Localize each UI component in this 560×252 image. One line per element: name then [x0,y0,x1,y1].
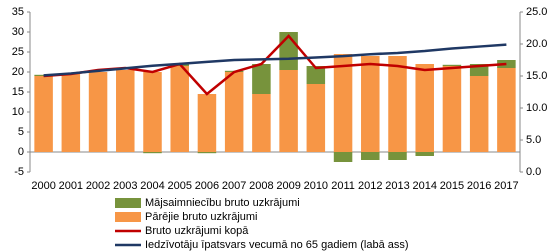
y-tick-label: 25 [12,46,24,58]
x-tick-label: 2000 [31,180,55,192]
x-tick-label: 2014 [412,180,436,192]
x-tick-label: 2012 [358,180,382,192]
bar-segment [388,152,407,160]
x-tick-label: 2013 [385,180,409,192]
x-tick-label: 2008 [249,180,273,192]
bar-segment [442,66,462,152]
y-tick-label: 30 [12,26,24,38]
bar-segment [497,68,516,152]
x-tick-label: 2010 [304,180,328,192]
legend-label: Bruto uzkrājumi kopā [145,225,249,237]
y2-tick-label: 0.0 [526,166,541,178]
x-tick-label: 2004 [140,180,164,192]
x-tick-label: 2015 [440,180,464,192]
bar-segment [224,72,244,152]
bar-segment [469,76,489,152]
bar-segment [116,70,135,152]
y2-tick-label: 25.0 [526,6,547,18]
bar-segment [143,152,162,154]
y2-tick-label: 15.0 [526,70,547,82]
bar-segment [442,64,462,66]
bar-segment [415,64,434,152]
y-tick-label: -5 [14,166,24,178]
bar-segment [361,56,380,152]
x-tick-label: 2003 [113,180,137,192]
x-tick-label: 2017 [494,180,518,192]
bar-segment [143,72,162,152]
line-series [43,43,507,77]
x-tick-label: 2016 [467,180,491,192]
line-series [43,34,507,96]
bar-segment [88,72,108,152]
legend-label: Pārējie bruto uzkrājumi [145,211,258,223]
bar-segment [306,84,326,152]
bar-segment [333,54,353,152]
x-tick-label: 2006 [195,180,219,192]
y-tick-label: 20 [12,66,24,78]
legend-swatch [115,212,141,222]
x-tick-label: 2011 [331,180,355,192]
legend-swatch [115,198,141,208]
y-tick-label: 0 [18,146,24,158]
y-tick-label: 10 [12,106,24,118]
x-tick-label: 2009 [276,180,300,192]
x-tick-label: 2002 [86,180,110,192]
bar-segment [388,56,407,152]
bar-segment [34,76,53,152]
bar-segment [306,66,326,84]
bar-segment [61,74,81,152]
bar-segment [197,152,217,154]
x-tick-label: 2005 [167,180,191,192]
y2-tick-label: 5.0 [526,134,541,146]
y-tick-label: 15 [12,86,24,98]
y2-tick-label: 10.0 [526,102,547,114]
bar-segment [361,152,380,160]
bar-segment [170,66,189,152]
x-tick-label: 2007 [222,180,246,192]
bar-segment [279,70,298,152]
bar-segment [333,152,353,162]
bar-segment [415,152,434,156]
legend-label: Mājsaimniecību bruto uzkrājumi [145,197,300,209]
y-tick-label: 5 [18,126,24,138]
bar-segment [252,94,271,152]
bar-segment [497,60,516,68]
y-tick-label: 35 [12,6,24,18]
bar-segment [252,64,271,94]
legend-label: Iedzīvotāju īpatsvars vecumā no 65 gadie… [145,239,409,251]
x-tick-label: 2001 [59,180,83,192]
y2-tick-label: 20.0 [526,38,547,50]
bar-segment [197,94,217,152]
